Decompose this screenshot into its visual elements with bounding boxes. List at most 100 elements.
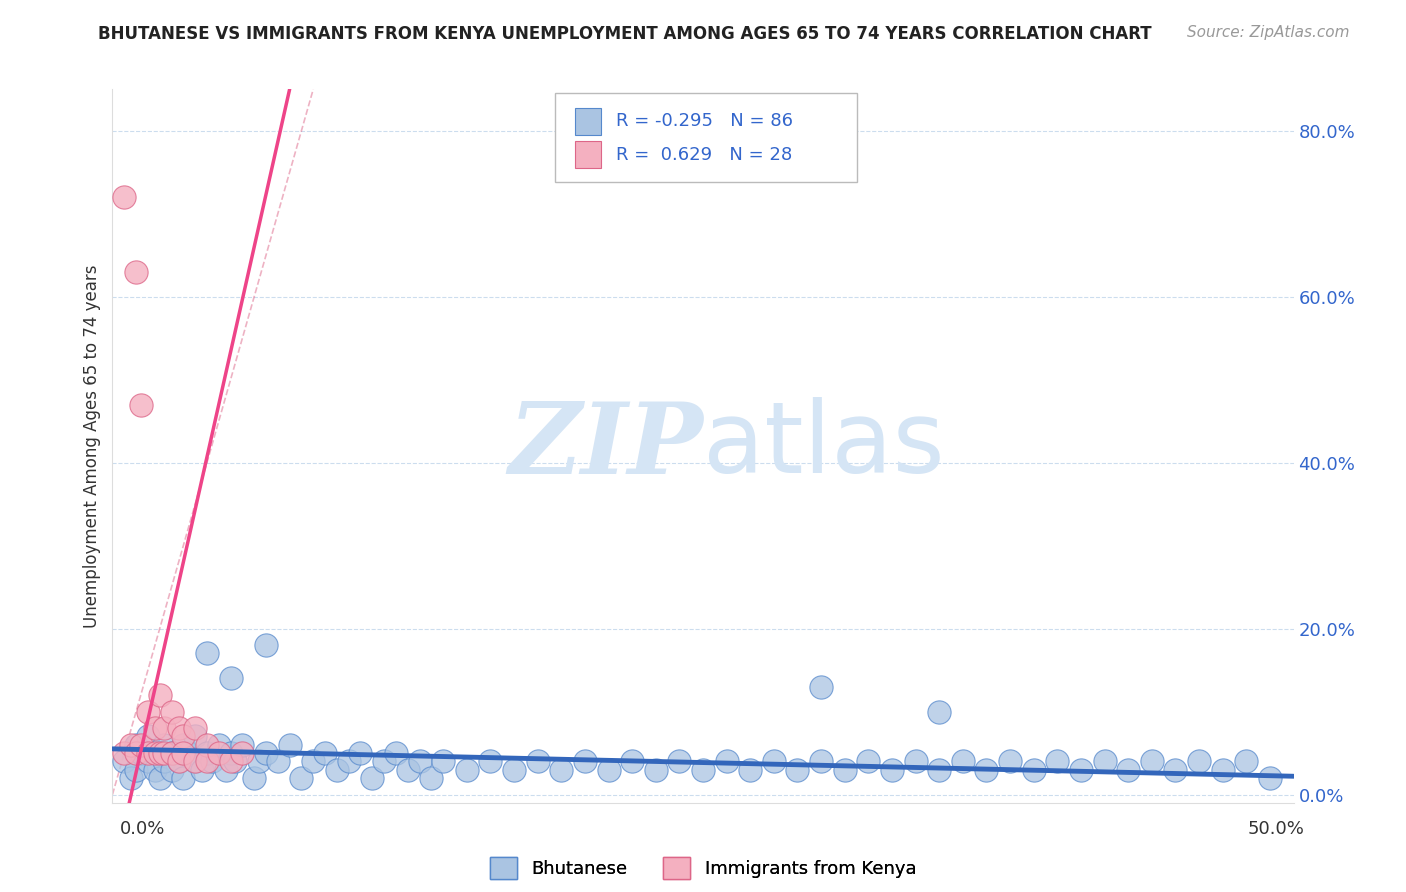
- Y-axis label: Unemployment Among Ages 65 to 74 years: Unemployment Among Ages 65 to 74 years: [83, 264, 101, 628]
- Point: [136, 746, 159, 760]
- Point: [1188, 754, 1211, 768]
- Point: [644, 763, 666, 777]
- Point: [125, 763, 148, 777]
- Point: [129, 738, 152, 752]
- Point: [385, 746, 408, 760]
- Point: [112, 746, 135, 760]
- Point: [195, 746, 218, 760]
- Point: [125, 746, 148, 760]
- Point: [129, 397, 152, 411]
- Point: [153, 721, 176, 735]
- Point: [1258, 771, 1281, 785]
- Point: [740, 763, 762, 777]
- Point: [167, 721, 190, 735]
- Point: [247, 754, 270, 768]
- Point: [396, 763, 419, 777]
- Point: [149, 746, 172, 760]
- Point: [136, 730, 159, 744]
- Point: [153, 738, 176, 752]
- Text: R = -0.295   N = 86: R = -0.295 N = 86: [616, 112, 793, 130]
- Point: [208, 746, 231, 760]
- Point: [231, 746, 253, 760]
- Point: [184, 754, 207, 768]
- Point: [349, 746, 371, 760]
- Point: [810, 754, 832, 768]
- Point: [160, 746, 183, 760]
- Point: [112, 754, 135, 768]
- Point: [136, 705, 159, 719]
- Text: R =  0.629   N = 28: R = 0.629 N = 28: [616, 146, 792, 164]
- Text: 50.0%: 50.0%: [1249, 820, 1305, 838]
- Point: [952, 754, 974, 768]
- Point: [1116, 763, 1139, 777]
- Point: [267, 754, 290, 768]
- Point: [172, 771, 194, 785]
- Text: ZIP: ZIP: [508, 398, 703, 494]
- Point: [361, 771, 384, 785]
- Point: [456, 763, 478, 777]
- Point: [120, 738, 142, 752]
- Point: [149, 688, 172, 702]
- FancyBboxPatch shape: [555, 93, 856, 182]
- Text: atlas: atlas: [703, 398, 945, 494]
- Text: Source: ZipAtlas.com: Source: ZipAtlas.com: [1187, 25, 1350, 40]
- Point: [120, 771, 142, 785]
- Point: [219, 746, 242, 760]
- Point: [373, 754, 395, 768]
- Point: [160, 746, 183, 760]
- Point: [231, 738, 253, 752]
- Legend: Bhutanese, Immigrants from Kenya: Bhutanese, Immigrants from Kenya: [482, 850, 924, 887]
- Point: [136, 754, 159, 768]
- Point: [215, 763, 238, 777]
- Point: [153, 754, 176, 768]
- Point: [621, 754, 644, 768]
- Point: [129, 746, 152, 760]
- Point: [503, 763, 526, 777]
- Point: [1046, 754, 1069, 768]
- Point: [254, 638, 277, 652]
- Point: [598, 763, 620, 777]
- Point: [762, 754, 785, 768]
- Point: [224, 754, 246, 768]
- Point: [716, 754, 738, 768]
- Point: [998, 754, 1021, 768]
- Point: [692, 763, 714, 777]
- Point: [143, 721, 166, 735]
- Point: [208, 738, 231, 752]
- Point: [167, 754, 190, 768]
- Point: [195, 738, 218, 752]
- Point: [408, 754, 430, 768]
- Point: [574, 754, 596, 768]
- Point: [976, 763, 998, 777]
- Point: [290, 771, 312, 785]
- Point: [810, 680, 832, 694]
- Point: [191, 763, 214, 777]
- Bar: [575, 141, 602, 169]
- Point: [184, 730, 207, 744]
- Point: [1022, 763, 1045, 777]
- Point: [195, 647, 218, 661]
- Point: [834, 763, 856, 777]
- Point: [432, 754, 454, 768]
- Point: [172, 738, 194, 752]
- Point: [172, 730, 194, 744]
- Point: [1140, 754, 1163, 768]
- Point: [326, 763, 349, 777]
- Point: [184, 721, 207, 735]
- Point: [160, 705, 183, 719]
- Point: [143, 746, 166, 760]
- Point: [550, 763, 572, 777]
- Point: [184, 754, 207, 768]
- Point: [172, 746, 194, 760]
- Point: [149, 771, 172, 785]
- Bar: [575, 108, 602, 135]
- Point: [278, 738, 301, 752]
- Point: [479, 754, 502, 768]
- Point: [302, 754, 325, 768]
- Point: [786, 763, 808, 777]
- Text: 0.0%: 0.0%: [120, 820, 165, 838]
- Point: [858, 754, 880, 768]
- Point: [880, 763, 903, 777]
- Point: [337, 754, 360, 768]
- Point: [928, 763, 950, 777]
